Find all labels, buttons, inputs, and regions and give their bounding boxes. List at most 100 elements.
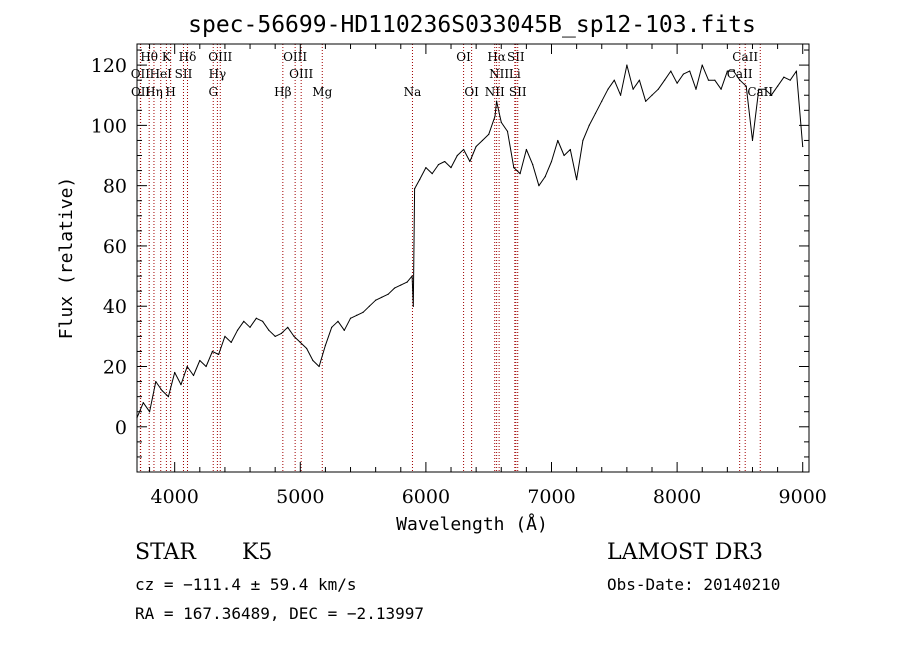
spectrum-point [299, 341, 301, 343]
spectrum-point [431, 173, 433, 175]
spectrum-point [506, 130, 509, 133]
x-tick-label: 9000 [779, 486, 827, 508]
tick-layer: 4000 5000 6000 7000 8000 9000 0 20 40 60 80 100 120 [91, 44, 827, 508]
spectrum-point [751, 139, 754, 142]
spectrum-point [356, 314, 358, 316]
spectrum-point [676, 82, 678, 84]
line-marker-label-7: SII [507, 50, 525, 64]
spectrum-point [663, 79, 666, 81]
y-tick-label: 40 [103, 296, 127, 318]
spectrum-point [496, 100, 498, 102]
spectrum-point [764, 88, 766, 90]
spectrum-point [626, 64, 628, 66]
series-layer [136, 64, 804, 419]
spectrum-point [375, 299, 377, 301]
spectrum-point [305, 347, 308, 350]
line-marker-label-27: CaII [747, 85, 773, 99]
line-marker-label-13: OIII [289, 67, 313, 81]
coordinates: RA = 167.36489, DEC = −2.13997 [135, 604, 424, 623]
spectrum-point [387, 293, 389, 295]
spectrum-point [274, 335, 276, 337]
spectrum-point [795, 70, 798, 72]
line-marker-label-20: G [208, 85, 218, 99]
spectrum-point [582, 139, 584, 142]
spectrum-point [230, 341, 232, 343]
spectrum-series-0 [136, 64, 804, 418]
y-tick-label: 20 [103, 357, 127, 379]
spectrum-point [776, 85, 779, 87]
line-marker-label-22: Mg [312, 85, 332, 99]
spectrum-point [802, 145, 804, 148]
spectrum-point [236, 329, 239, 331]
spectrum-point [550, 160, 553, 163]
spectrum-point [588, 124, 590, 126]
spectrum-point [789, 79, 791, 81]
line-marker-label-8: CaII [732, 50, 758, 64]
line-marker-label-5: OI [456, 50, 471, 64]
y-tick-label: 80 [103, 176, 127, 198]
spectrum-point [494, 115, 496, 117]
spectrum-point [500, 121, 502, 123]
line-marker-label-0: Hθ [140, 50, 158, 64]
spectrum-point [444, 160, 446, 163]
spectrum-point [412, 305, 414, 307]
spectrum-point [632, 88, 634, 90]
line-marker-label-21: Hβ [274, 85, 291, 99]
spectrum-point [437, 163, 440, 166]
spectrum-point [324, 344, 327, 347]
spectrum-point [645, 100, 647, 102]
y-axis-label: Flux (relative) [56, 177, 77, 340]
line-marker-label-23: Na [404, 85, 422, 99]
spectrum-point [419, 179, 421, 181]
y-tick-label: 60 [103, 236, 127, 258]
spectrum-point [368, 305, 370, 307]
spectrum-point [601, 100, 603, 102]
observation-date: Obs-Date: 20140210 [607, 575, 781, 594]
spectrum-point [607, 88, 609, 90]
spectrum-point [532, 163, 534, 166]
spectrum-point [268, 329, 270, 331]
x-tick-label: 8000 [653, 486, 701, 508]
spectrum-point [287, 326, 289, 328]
spectrum-point [167, 396, 170, 398]
spectrum-point [726, 70, 728, 72]
spectrum-point [186, 365, 188, 368]
spectrum-point [538, 185, 540, 187]
spectrum-point [488, 133, 490, 136]
line-marker-label-24: OI [464, 85, 479, 99]
spectrum-point [594, 112, 597, 114]
spectrum-point [563, 154, 565, 157]
spectrum-point [174, 371, 176, 374]
spectrum-point [349, 317, 352, 319]
spectrum-point [393, 287, 396, 289]
spectrum-point [576, 179, 578, 181]
spectrum-point [280, 332, 283, 334]
redshift-cz: cz = −111.4 ± 59.4 km/s [135, 575, 357, 594]
line-marker-label-15: Li [509, 67, 521, 81]
spectrum-point [243, 320, 245, 322]
line-marker-label-10: HeI [150, 67, 173, 81]
spectrum-point [161, 390, 163, 392]
spectrum-point [192, 374, 195, 377]
y-tick-label: 0 [115, 417, 127, 439]
spectrum-point [638, 79, 641, 81]
spectrum-point [218, 353, 220, 356]
spectrum-point [411, 275, 413, 277]
spectrum-point [456, 154, 458, 157]
spectrum-point [180, 383, 182, 386]
spectrum-point [475, 145, 477, 148]
object-class: STAR [135, 540, 196, 565]
chart-title: spec-56699-HD110236S033045B_sp12-103.fit… [188, 12, 756, 38]
line-marker-label-1: K [162, 50, 172, 64]
line-marker-label-17: OII [131, 85, 151, 99]
spectrum-point [262, 320, 264, 322]
spectrum-point [758, 88, 760, 90]
spectrum-point [205, 365, 207, 368]
spectrum-point [695, 88, 697, 90]
line-marker-label-18: Hη [145, 85, 163, 99]
line-marker-label-4: OIII [283, 50, 307, 64]
spectrum-point [293, 335, 295, 337]
spectrum-point [619, 94, 622, 96]
line-marker-label-26: SII [509, 85, 527, 99]
spectrum-point [651, 94, 653, 96]
